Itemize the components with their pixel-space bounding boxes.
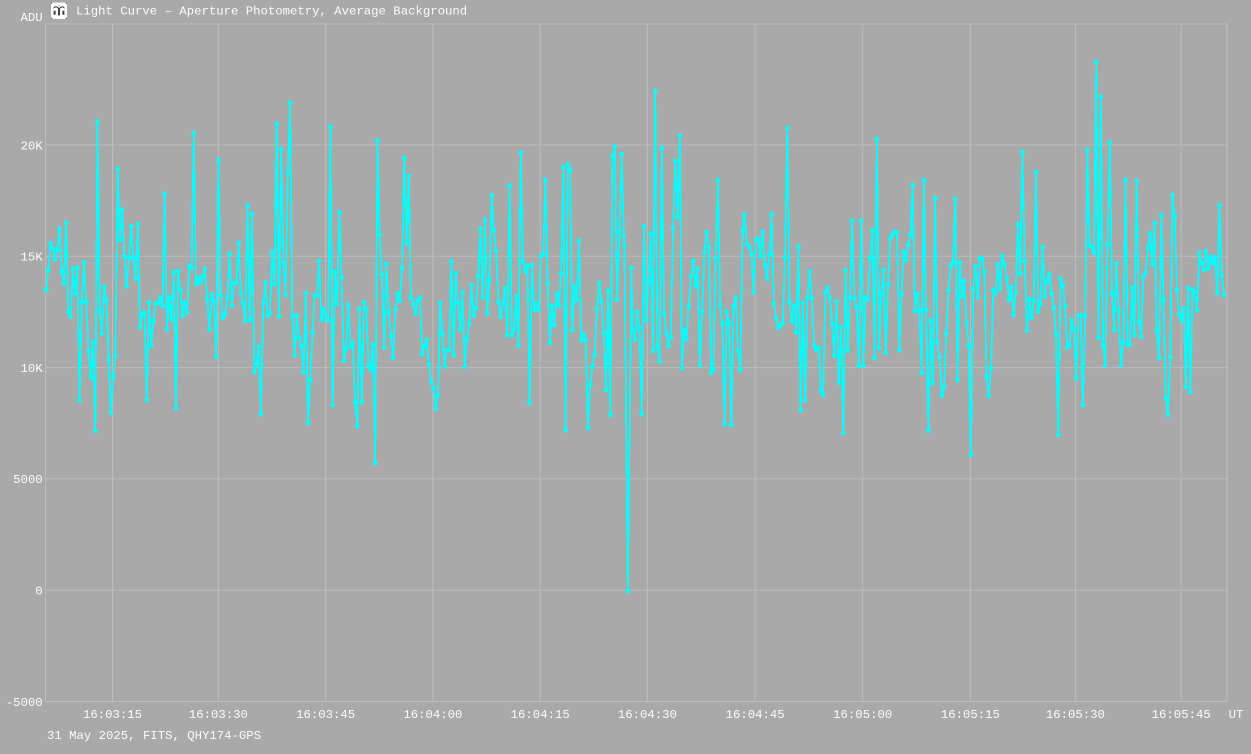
svg-text:31 May 2025, FITS, QHY174-GPS: 31 May 2025, FITS, QHY174-GPS — [47, 729, 261, 743]
svg-text:16:03:15: 16:03:15 — [83, 708, 142, 722]
svg-text:16:03:45: 16:03:45 — [296, 708, 355, 722]
svg-text:15K: 15K — [21, 251, 44, 265]
svg-text:16:04:00: 16:04:00 — [403, 708, 462, 722]
svg-text:16:04:45: 16:04:45 — [726, 708, 785, 722]
svg-text:16:05:15: 16:05:15 — [941, 708, 1000, 722]
svg-text:16:05:30: 16:05:30 — [1046, 708, 1105, 722]
svg-text:Light Curve – Aperture Photome: Light Curve – Aperture Photometry, Avera… — [76, 5, 467, 19]
svg-text:16:05:00: 16:05:00 — [833, 708, 892, 722]
svg-text:10K: 10K — [21, 362, 44, 376]
svg-text:5000: 5000 — [13, 473, 43, 487]
svg-text:16:03:30: 16:03:30 — [189, 708, 248, 722]
svg-text:-5000: -5000 — [6, 696, 43, 710]
svg-text:20K: 20K — [21, 139, 44, 153]
svg-text:UT: UT — [1229, 708, 1244, 722]
svg-text:16:04:15: 16:04:15 — [511, 708, 570, 722]
svg-text:0: 0 — [35, 585, 42, 599]
svg-text:16:05:45: 16:05:45 — [1152, 708, 1211, 722]
svg-text:16:04:30: 16:04:30 — [618, 708, 677, 722]
svg-text:ADU: ADU — [21, 11, 43, 25]
